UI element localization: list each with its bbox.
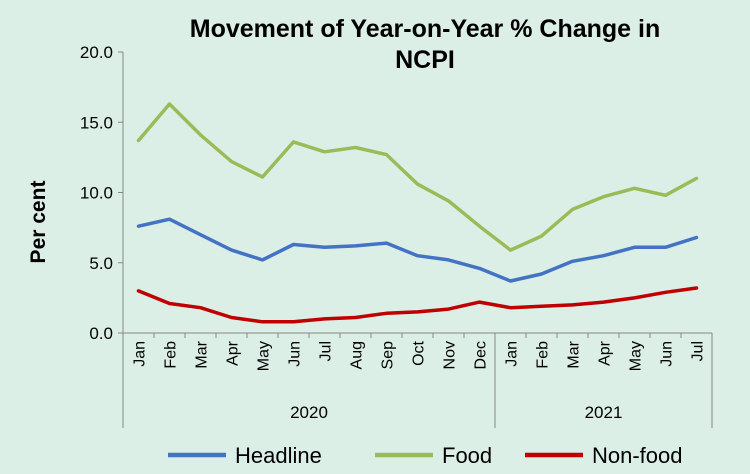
series-line-headline (136, 217, 699, 283)
x-tick-label: May (628, 341, 645, 371)
y-tick-label: 20.0 (80, 43, 113, 62)
legend-label-food: Food (442, 443, 492, 468)
x-tick-label: Nov (442, 341, 459, 369)
year-group-label: 2021 (585, 403, 623, 422)
y-tick-label: 15.0 (80, 113, 113, 132)
x-tick-label: May (256, 341, 273, 371)
x-tick-label: Mar (194, 340, 211, 368)
y-tick-label: 10.0 (80, 184, 113, 203)
series-line-food (136, 102, 699, 252)
chart-title-line-2: NCPI (395, 46, 455, 74)
x-tick-label: Jul (690, 341, 707, 361)
x-tick-label: Feb (163, 341, 180, 369)
x-tick-label: Jan (504, 341, 521, 367)
y-tick-label: 0.0 (89, 324, 113, 343)
x-tick-label: Dec (473, 341, 490, 369)
year-group-label: 2020 (290, 403, 328, 422)
y-tick-label: 5.0 (89, 254, 113, 273)
legend-label-non-food: Non-food (592, 443, 683, 468)
x-tick-label: Jun (287, 341, 304, 367)
chart-title-line-1: Movement of Year-on-Year % Change in (189, 15, 661, 43)
series-line-non-food (136, 286, 699, 324)
y-axis-label: Per cent (27, 181, 50, 264)
x-tick-label: Aug (349, 341, 366, 369)
x-tick-label: Jul (318, 341, 335, 361)
x-tick-label: Jan (132, 341, 149, 367)
x-tick-label: Apr (597, 340, 614, 366)
x-tick-label: Feb (535, 341, 552, 369)
x-tick-label: Apr (225, 340, 242, 366)
legend-label-headline: Headline (235, 443, 322, 468)
x-tick-label: Sep (380, 341, 397, 370)
x-tick-label: Oct (411, 340, 428, 365)
x-tick-label: Jun (659, 341, 676, 367)
chart-title: Movement of Year-on-Year % Change in NCP… (150, 14, 700, 76)
x-tick-label: Mar (566, 340, 583, 368)
